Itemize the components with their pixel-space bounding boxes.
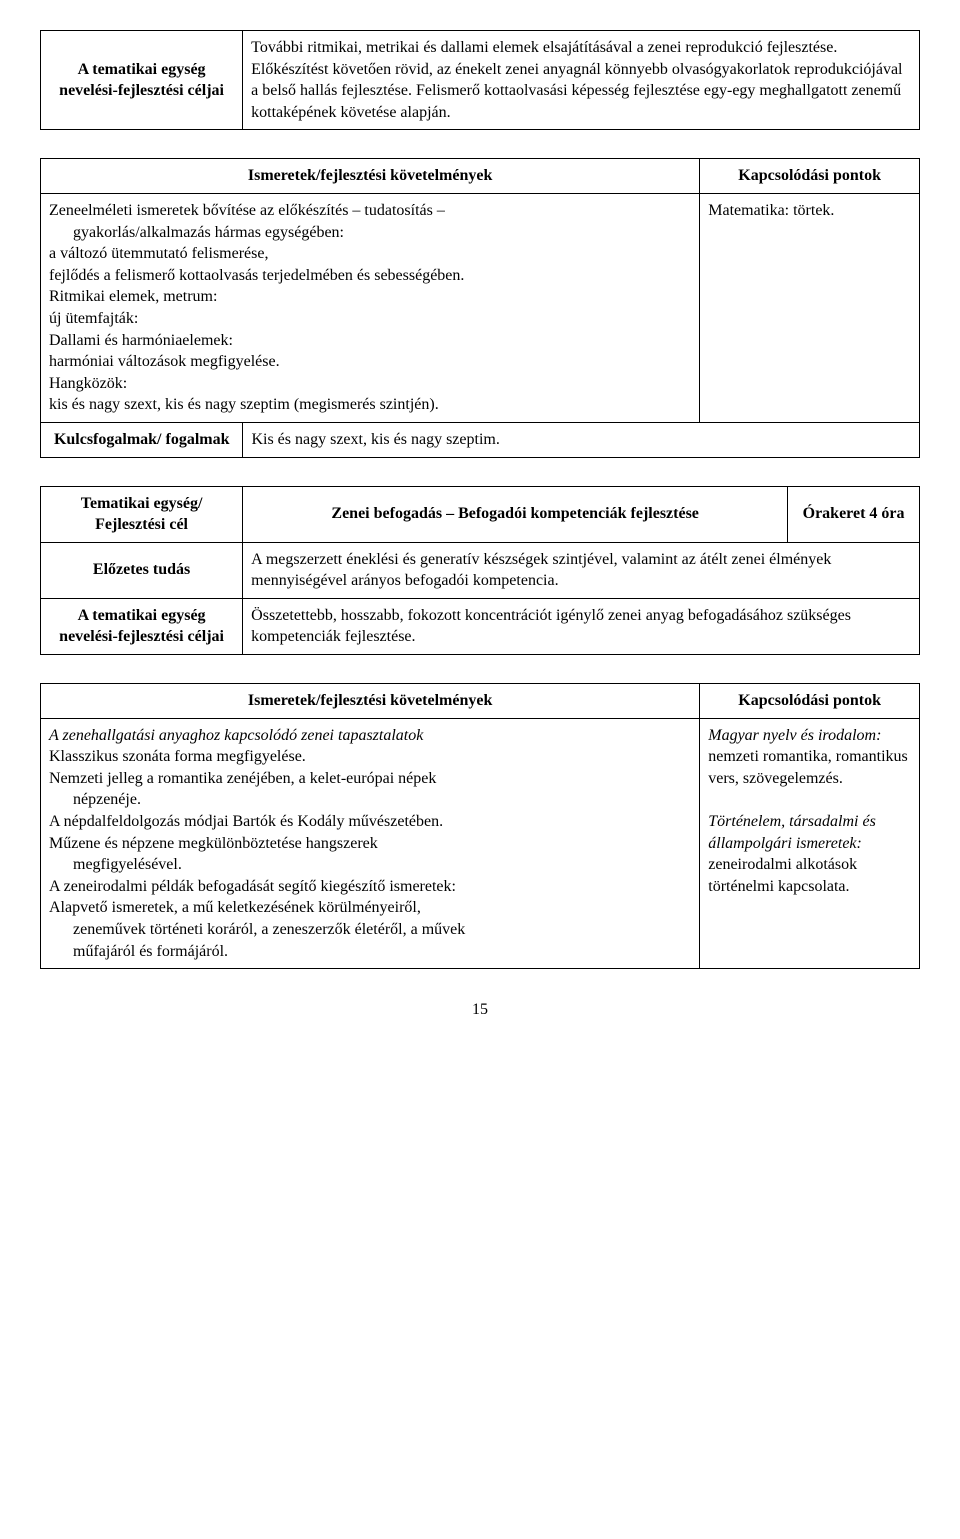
req-line: harmóniai változások megfigyelése.	[49, 351, 691, 373]
req2-line: műfajáról és formájáról.	[49, 941, 691, 963]
req-line: Ritmikai elemek, metrum:	[49, 286, 691, 308]
keyterms-label: Kulcsfogalmak/ fogalmak	[41, 423, 243, 457]
conn-text: zeneirodalmi alkotások történelmi kapcso…	[708, 856, 857, 895]
unit-r1c3: Órakeret 4 óra	[788, 486, 920, 542]
req-line: kis és nagy szext, kis és nagy szeptim (…	[49, 394, 691, 416]
conn-text: nemzeti romantika, romantikus vers, szöv…	[708, 748, 908, 787]
req2-line: A népdalfeldolgozás módjai Bartók és Kod…	[49, 811, 691, 833]
keyterms-row: Kulcsfogalmak/ fogalmak Kis és nagy szex…	[41, 422, 920, 457]
req2-line: Klasszikus szonáta forma megfigyelése.	[49, 746, 691, 768]
req2-line: Alapvető ismeretek, a mű keletkezésének …	[49, 897, 691, 919]
unit-r2c1: Előzetes tudás	[41, 542, 243, 598]
thematic-goals-content: További ritmikai, metrikai és dallami el…	[243, 31, 920, 130]
page-number: 15	[40, 1001, 920, 1019]
req2-line: A zenehallgatási anyaghoz kapcsolódó zen…	[49, 725, 691, 747]
req-line: Dallami és harmóniaelemek:	[49, 330, 691, 352]
req-line: gyakorlás/alkalmazás hármas egységében:	[49, 222, 691, 244]
req2-line: Nemzeti jelleg a romantika zenéjében, a …	[49, 768, 691, 790]
req2-line: megfigyelésével.	[49, 854, 691, 876]
req2-connection: Magyar nyelv és irodalom: nemzeti romant…	[700, 718, 920, 969]
req-line: fejlődés a felismerő kottaolvasás terjed…	[49, 265, 691, 287]
unit-r3c2: Összetettebb, hosszabb, fokozott koncent…	[243, 598, 920, 654]
req-line: új ütemfajták:	[49, 308, 691, 330]
unit-r2c2: A megszerzett éneklési és generatív kész…	[243, 542, 920, 598]
table-thematic-unit: Tematikai egység/ Fejlesztési cél Zenei …	[40, 486, 920, 656]
table-requirements-2: Ismeretek/fejlesztési követelmények Kapc…	[40, 683, 920, 969]
req2-line: népzenéje.	[49, 789, 691, 811]
keyterms-content: Kis és nagy szext, kis és nagy szeptim.	[243, 423, 919, 457]
req2-line: Műzene és népzene megkülönböztetése hang…	[49, 833, 691, 855]
conn-italic: Magyar nyelv és irodalom:	[708, 727, 881, 744]
table-thematic-goals: A tematikai egység nevelési-fejlesztési …	[40, 30, 920, 130]
req2-header-left: Ismeretek/fejlesztési követelmények	[41, 684, 700, 719]
req2-header-right: Kapcsolódási pontok	[700, 684, 920, 719]
conn-italic: Történelem, társadalmi és állampolgári i…	[708, 813, 876, 852]
conn-block: Magyar nyelv és irodalom: nemzeti romant…	[708, 725, 911, 790]
unit-r1c1: Tematikai egység/ Fejlesztési cél	[41, 486, 243, 542]
req-header-left: Ismeretek/fejlesztési követelmények	[41, 159, 700, 194]
req2-line: zeneművek történeti koráról, a zeneszerz…	[49, 919, 691, 941]
req-line: Hangközök:	[49, 373, 691, 395]
req2-line: A zeneirodalmi példák befogadását segítő…	[49, 876, 691, 898]
unit-r1c2: Zenei befogadás – Befogadói kompetenciák…	[243, 486, 788, 542]
thematic-goals-label: A tematikai egység nevelési-fejlesztési …	[41, 31, 243, 130]
table-requirements-1: Ismeretek/fejlesztési követelmények Kapc…	[40, 158, 920, 457]
req-line: Zeneelméleti ismeretek bővítése az előké…	[49, 200, 691, 222]
conn-block: Történelem, társadalmi és állampolgári i…	[708, 811, 911, 897]
req2-body: A zenehallgatási anyaghoz kapcsolódó zen…	[41, 718, 700, 969]
req-header-right: Kapcsolódási pontok	[700, 159, 920, 194]
req-connection: Matematika: törtek.	[700, 193, 920, 422]
unit-r3c1: A tematikai egység nevelési-fejlesztési …	[41, 598, 243, 654]
req-body: Zeneelméleti ismeretek bővítése az előké…	[41, 193, 700, 422]
req-line: a változó ütemmutató felismerése,	[49, 243, 691, 265]
